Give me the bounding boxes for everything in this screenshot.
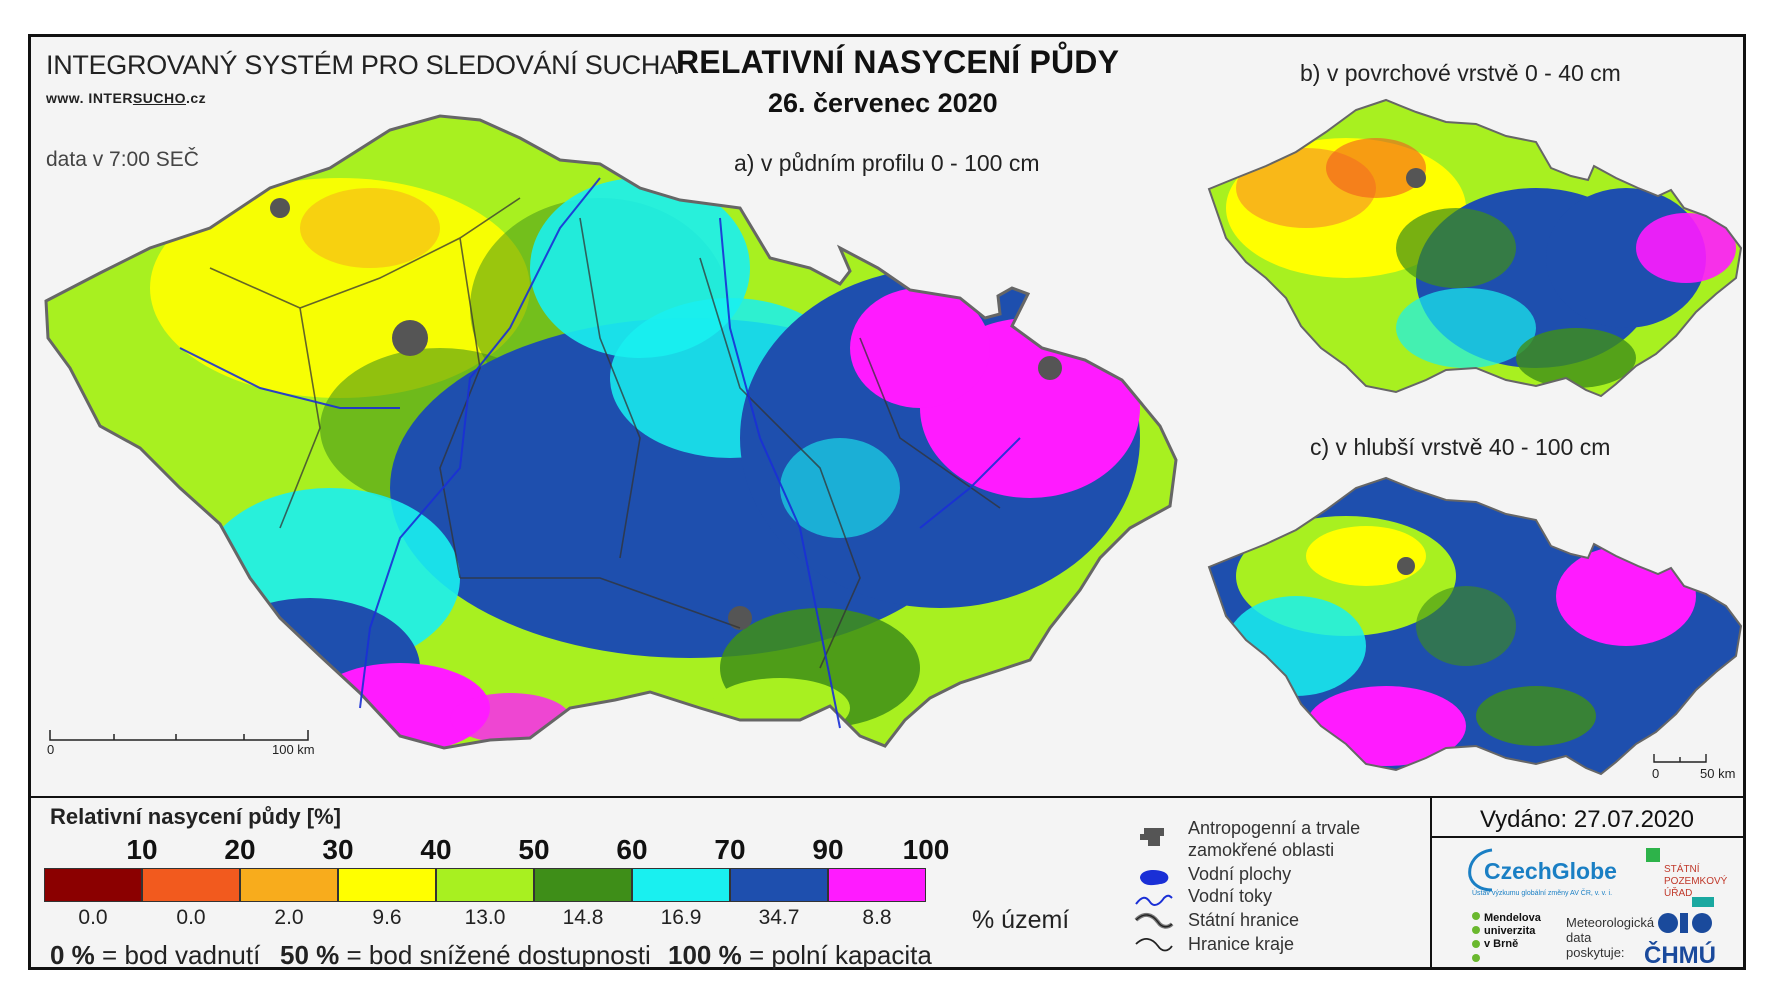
chmu-name: ČHMÚ	[1644, 942, 1716, 969]
rivers-label: Vodní toky	[1188, 886, 1273, 906]
legend-threshold: 10	[126, 834, 158, 865]
legend-area-percent: 13.0	[464, 906, 506, 929]
anthropogenic-label-2: zamokřené oblasti	[1188, 840, 1335, 860]
scale-bar-a	[49, 730, 309, 741]
map-b	[1207, 98, 1743, 398]
scale-bar-c	[1653, 754, 1707, 763]
footnote-wilting: 0 % = bod vadnutí	[50, 940, 261, 970]
scale-c-end: 50 km	[1700, 766, 1736, 781]
legend-threshold: 90	[812, 834, 844, 865]
legend-swatch	[338, 868, 436, 902]
region-border-icon	[1135, 938, 1173, 952]
map-a	[44, 114, 1178, 750]
footnote-capacity: 100 % = polní kapacita	[668, 940, 932, 970]
legend-swatch	[240, 868, 338, 902]
mendel-name: Mendelova univerzita v Brně	[1484, 912, 1541, 950]
legend-area-percent: 9.6	[372, 906, 402, 929]
map-c	[1207, 476, 1743, 776]
water-bodies-label: Vodní plochy	[1188, 864, 1292, 884]
legend-threshold: 30	[322, 834, 354, 865]
issued-divider	[1430, 836, 1746, 838]
legend-area-percent: 0.0	[78, 906, 108, 929]
anthropogenic-label: Antropogenní a trvale	[1188, 818, 1361, 838]
legend-area-percent: 0.0	[176, 906, 206, 929]
scale-a-end: 100 km	[272, 742, 315, 757]
map-b-label: b) v povrchové vrstvě 0 - 40 cm	[1300, 60, 1621, 86]
legend-swatch	[730, 868, 828, 902]
legend-area-percent: 2.0	[274, 906, 304, 929]
issuer-divider	[1430, 796, 1432, 970]
pct-unit: % území	[972, 906, 1070, 934]
legend-swatch	[44, 868, 142, 902]
legend-swatch	[632, 868, 730, 902]
legend-swatch	[534, 868, 632, 902]
legend-threshold: 60	[616, 834, 648, 865]
legend-threshold: 20	[224, 834, 256, 865]
legend-threshold: 70	[714, 834, 746, 865]
anthropogenic-icon	[1140, 828, 1164, 846]
legend-swatch	[142, 868, 240, 902]
legend-area-percent: 34.7	[758, 906, 800, 929]
spu-logo-mark	[1646, 848, 1660, 862]
chmu-logo-mark	[1658, 913, 1712, 933]
water-body-icon	[1140, 870, 1169, 886]
map-date: 26. červenec 2020	[768, 88, 998, 118]
river-icon	[1135, 894, 1173, 906]
footnote-reduced: 50 % = bod snížené dostupnosti	[280, 940, 651, 970]
legend-title: Relativní nasycení půdy [%]	[50, 804, 341, 829]
map-a-label: a) v půdním profilu 0 - 100 cm	[734, 150, 1040, 176]
system-title: INTEGROVANÝ SYSTÉM PRO SLEDOVÁNÍ SUCHA	[46, 50, 678, 80]
issued-date: Vydáno: 27.07.2020	[1480, 806, 1694, 833]
czechglobe-subtitle: Ústav výzkumu globální změny AV ČR, v. v…	[1472, 890, 1613, 897]
state-border-label: Státní hranice	[1188, 910, 1300, 930]
meteo-data-note: Meteorologická data poskytuje:	[1566, 915, 1655, 960]
legend-area-percent: 16.9	[660, 906, 702, 929]
legend-threshold: 50	[518, 834, 550, 865]
legend-area-percent: 14.8	[562, 906, 604, 929]
region-border-label: Hranice kraje	[1188, 934, 1295, 954]
main-title: RELATIVNÍ NASYCENÍ PŮDY	[676, 44, 1120, 80]
legend-section	[28, 796, 1746, 970]
legend-swatch	[436, 868, 534, 902]
state-border-icon	[1134, 913, 1174, 929]
legend-area-percent: 8.8	[862, 906, 892, 929]
legend-threshold: 100	[902, 834, 950, 865]
map-c-label: c) v hlubší vrstvě 40 - 100 cm	[1310, 434, 1611, 460]
mendel-logo-dots	[1472, 912, 1480, 962]
website-link[interactable]: www. INTERSUCHO.cz	[46, 90, 207, 106]
scale-c-start: 0	[1652, 766, 1660, 781]
spu-logo-bar	[1692, 897, 1714, 907]
czechglobe-logo	[1468, 848, 1493, 892]
legend-threshold: 40	[420, 834, 452, 865]
legend-swatch	[828, 868, 926, 902]
data-time: data v 7:00 SEČ	[46, 148, 199, 171]
czechglobe-name: CzechGlobe	[1484, 858, 1617, 884]
spu-name: STÁTNÍ POZEMKOVÝ ÚŘAD	[1664, 864, 1728, 899]
scale-a-start: 0	[47, 742, 55, 757]
